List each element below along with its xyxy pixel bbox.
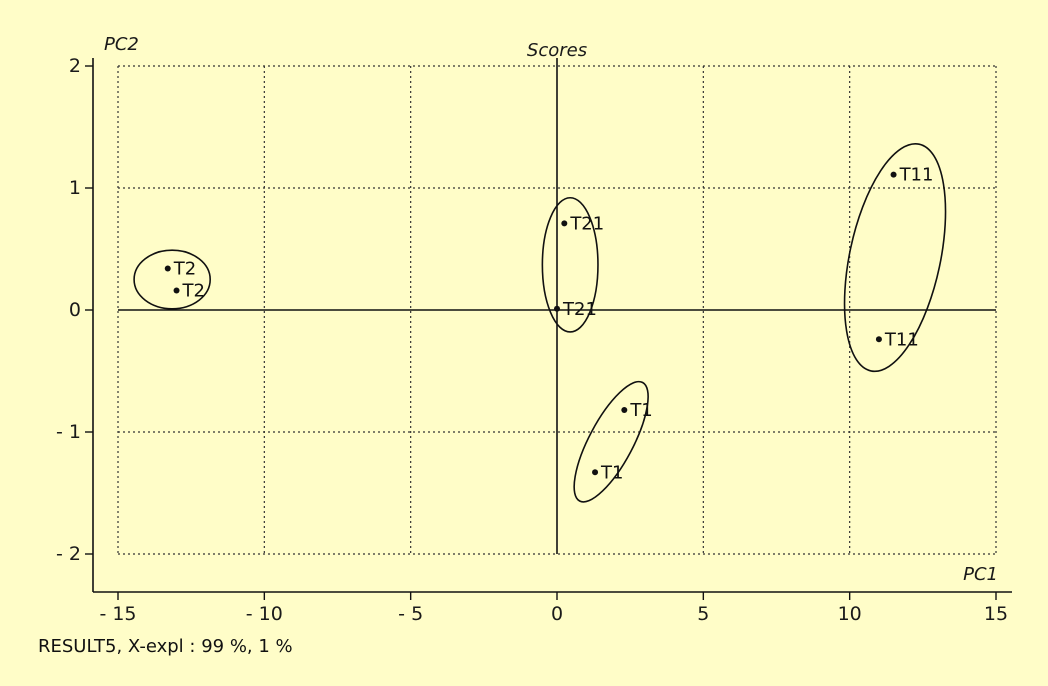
x-tick-label: 10 [838, 603, 862, 625]
group-ellipse-t2 [133, 249, 211, 310]
x-tick-label: 0 [551, 603, 563, 625]
group-ellipse-t21 [541, 196, 599, 333]
point-t1 [592, 469, 599, 476]
group-ellipse-t11 [843, 142, 947, 373]
x-tick-label: 15 [984, 603, 1008, 625]
group-ellipses [133, 142, 947, 503]
y-tick-label: 0 [69, 299, 81, 321]
x-axis-label: PC1 [963, 564, 998, 585]
x-tick-label: - 15 [99, 603, 136, 625]
y-axis-label: PC2 [104, 34, 139, 55]
point-label-t1: T1 [629, 400, 652, 421]
x-tick-label: - 10 [246, 603, 283, 625]
point-label-t21: T21 [569, 213, 604, 234]
point-t11 [890, 171, 897, 178]
point-label-t2: T2 [182, 280, 205, 301]
grid [117, 65, 997, 555]
point-label-t1: T1 [600, 462, 623, 483]
y-tick-label: - 1 [56, 421, 81, 443]
y-tick-label: 2 [69, 55, 81, 77]
x-tick-label: - 5 [398, 603, 423, 625]
y-tick-label: - 2 [56, 543, 81, 565]
group-ellipse-t1 [573, 380, 649, 503]
footer-caption: RESULT5, X-expl : 99 %, 1 % [38, 636, 293, 657]
point-label-t11: T11 [884, 329, 919, 350]
point-t11 [875, 336, 882, 343]
point-t2 [173, 287, 180, 294]
chart-title: Scores [527, 40, 587, 61]
x-tick-label: 5 [697, 603, 709, 625]
point-t21 [554, 305, 560, 312]
point-label-t21: T21 [562, 299, 597, 320]
point-t2 [164, 265, 171, 272]
point-t21 [561, 220, 568, 227]
y-tick-label: 1 [69, 177, 81, 199]
point-label-t2: T2 [173, 259, 196, 280]
point-label-t11: T11 [899, 165, 934, 186]
point-t1 [621, 407, 628, 414]
